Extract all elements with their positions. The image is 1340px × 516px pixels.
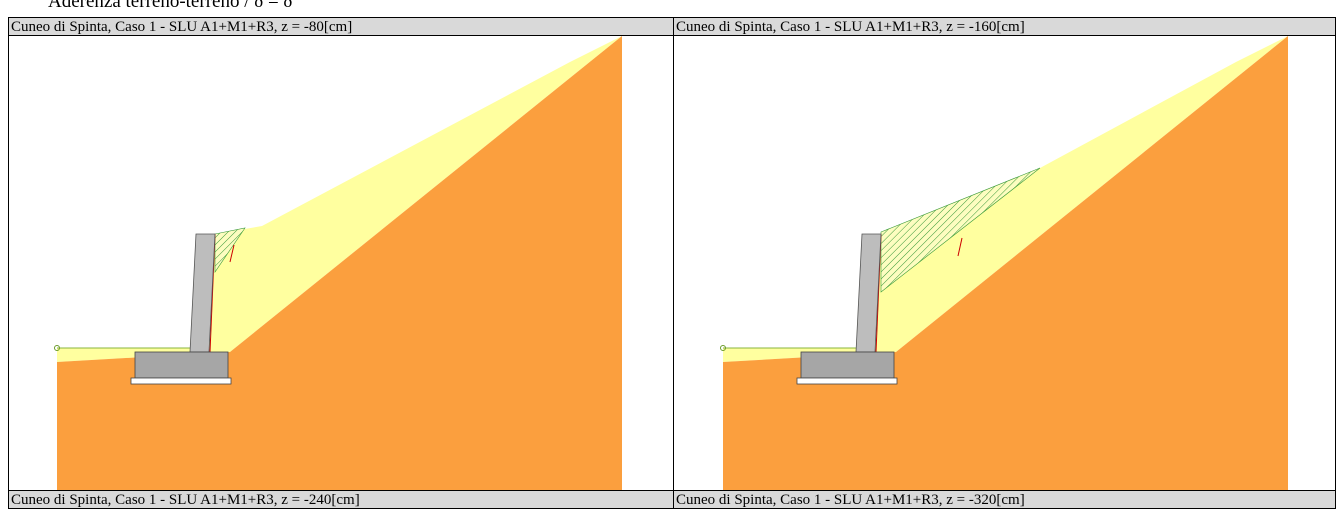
page: {"header": {"text": "Aderenza terreno-te… [0, 0, 1340, 516]
wall-diagrams [0, 0, 1340, 516]
caption: Cuneo di Spinta, Caso 1 - SLU A1+M1+R3, … [673, 490, 1336, 509]
caption: Cuneo di Spinta, Caso 1 - SLU A1+M1+R3, … [673, 17, 1336, 36]
diagram-right [721, 36, 1289, 490]
caption: Cuneo di Spinta, Caso 1 - SLU A1+M1+R3, … [8, 17, 674, 36]
caption: Cuneo di Spinta, Caso 1 - SLU A1+M1+R3, … [8, 490, 674, 509]
diagram-left [55, 36, 623, 490]
